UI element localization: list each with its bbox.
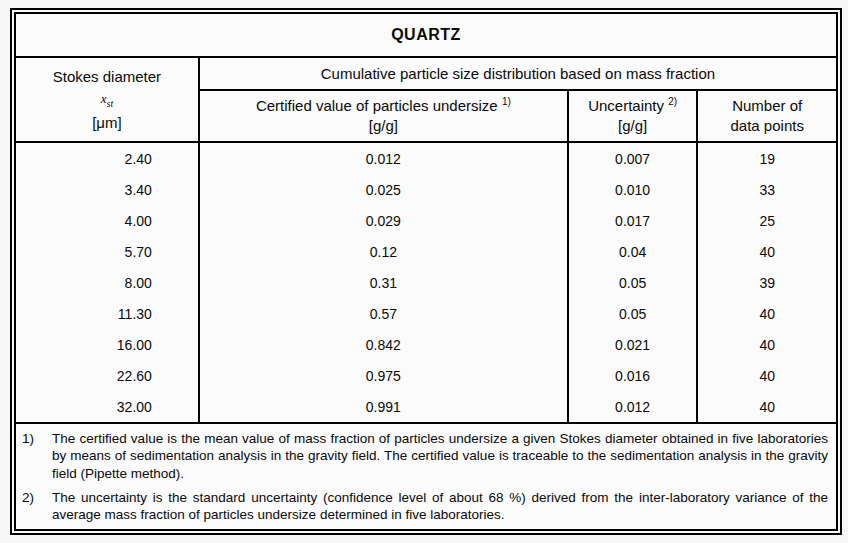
cell-points: 40 bbox=[697, 236, 836, 267]
cell-points: 40 bbox=[697, 391, 836, 423]
cell-stokes: 5.70 bbox=[16, 236, 199, 267]
cell-points: 33 bbox=[697, 174, 836, 205]
cell-certified: 0.012 bbox=[199, 142, 568, 174]
footnote-2-text: The uncertainty is the standard uncertai… bbox=[52, 489, 828, 524]
cell-stokes: 2.40 bbox=[16, 142, 199, 174]
table-title: QUARTZ bbox=[16, 14, 836, 57]
cell-certified: 0.842 bbox=[199, 329, 568, 360]
cell-uncertainty: 0.05 bbox=[568, 267, 698, 298]
cell-uncertainty: 0.016 bbox=[568, 360, 698, 391]
cell-uncertainty: 0.05 bbox=[568, 298, 698, 329]
cell-stokes: 22.60 bbox=[16, 360, 199, 391]
cell-stokes: 32.00 bbox=[16, 391, 199, 423]
table-row: 16.000.8420.02140 bbox=[16, 329, 836, 360]
cell-certified: 0.57 bbox=[199, 298, 568, 329]
table-row: 8.000.310.0539 bbox=[16, 267, 836, 298]
cell-uncertainty: 0.010 bbox=[568, 174, 698, 205]
document-page: QUARTZ Stokes diameter xst [μm] Cumulati… bbox=[0, 0, 848, 543]
table-row: 5.700.120.0440 bbox=[16, 236, 836, 267]
table-row: 4.000.0290.01725 bbox=[16, 205, 836, 236]
table-row: 3.400.0250.01033 bbox=[16, 174, 836, 205]
table-row: 2.400.0120.00719 bbox=[16, 142, 836, 174]
footnotes-section: 1) The certified value is the mean value… bbox=[16, 423, 836, 534]
cell-certified: 0.975 bbox=[199, 360, 568, 391]
cell-certified: 0.029 bbox=[199, 205, 568, 236]
header-data-points: Number of data points bbox=[697, 90, 836, 142]
cell-stokes: 8.00 bbox=[16, 267, 199, 298]
header-stokes-diameter-label: Stokes diameter bbox=[16, 68, 198, 85]
cell-points: 19 bbox=[697, 142, 836, 174]
header-stokes-diameter: Stokes diameter xst [μm] bbox=[16, 57, 199, 142]
table-row: 22.600.9750.01640 bbox=[16, 360, 836, 391]
cell-uncertainty: 0.007 bbox=[568, 142, 698, 174]
cell-stokes: 3.40 bbox=[16, 174, 199, 205]
cell-stokes: 4.00 bbox=[16, 205, 199, 236]
footnote-ref-2: 2) bbox=[668, 96, 677, 107]
header-certified-value-unit: [g/g] bbox=[200, 116, 567, 136]
cell-stokes: 16.00 bbox=[16, 329, 199, 360]
footnote-1-text: The certified value is the mean value of… bbox=[52, 430, 828, 482]
header-uncertainty: Uncertainty 2) [g/g] bbox=[568, 90, 698, 142]
cell-certified: 0.12 bbox=[199, 236, 568, 267]
header-cumulative-distribution: Cumulative particle size distribution ba… bbox=[199, 57, 836, 90]
header-stokes-unit: [μm] bbox=[16, 114, 198, 131]
cell-uncertainty: 0.04 bbox=[568, 236, 698, 267]
quartz-data-table: QUARTZ Stokes diameter xst [μm] Cumulati… bbox=[16, 14, 836, 534]
footnote-ref-1: 1) bbox=[502, 96, 511, 107]
header-uncertainty-unit: [g/g] bbox=[569, 116, 697, 136]
table-row: 11.300.570.0540 bbox=[16, 298, 836, 329]
cell-points: 40 bbox=[697, 329, 836, 360]
cell-certified: 0.991 bbox=[199, 391, 568, 423]
cell-points: 25 bbox=[697, 205, 836, 236]
footnote-1-marker: 1) bbox=[22, 430, 52, 482]
cell-points: 40 bbox=[697, 360, 836, 391]
cell-stokes: 11.30 bbox=[16, 298, 199, 329]
cell-certified: 0.025 bbox=[199, 174, 568, 205]
cell-uncertainty: 0.012 bbox=[568, 391, 698, 423]
cell-points: 40 bbox=[697, 298, 836, 329]
header-certified-value: Certified value of particles undersize 1… bbox=[199, 90, 568, 142]
cell-uncertainty: 0.021 bbox=[568, 329, 698, 360]
cell-uncertainty: 0.017 bbox=[568, 205, 698, 236]
table-inner-frame: QUARTZ Stokes diameter xst [μm] Cumulati… bbox=[14, 12, 838, 531]
cell-certified: 0.31 bbox=[199, 267, 568, 298]
footnote-2-marker: 2) bbox=[22, 489, 52, 524]
table-row: 32.000.9910.01240 bbox=[16, 391, 836, 423]
header-stokes-symbol: xst bbox=[16, 91, 198, 109]
table-outer-frame: QUARTZ Stokes diameter xst [μm] Cumulati… bbox=[10, 8, 842, 535]
cell-points: 39 bbox=[697, 267, 836, 298]
footnote-2: 2) The uncertainty is the standard uncer… bbox=[22, 489, 828, 524]
footnote-1: 1) The certified value is the mean value… bbox=[22, 430, 828, 482]
